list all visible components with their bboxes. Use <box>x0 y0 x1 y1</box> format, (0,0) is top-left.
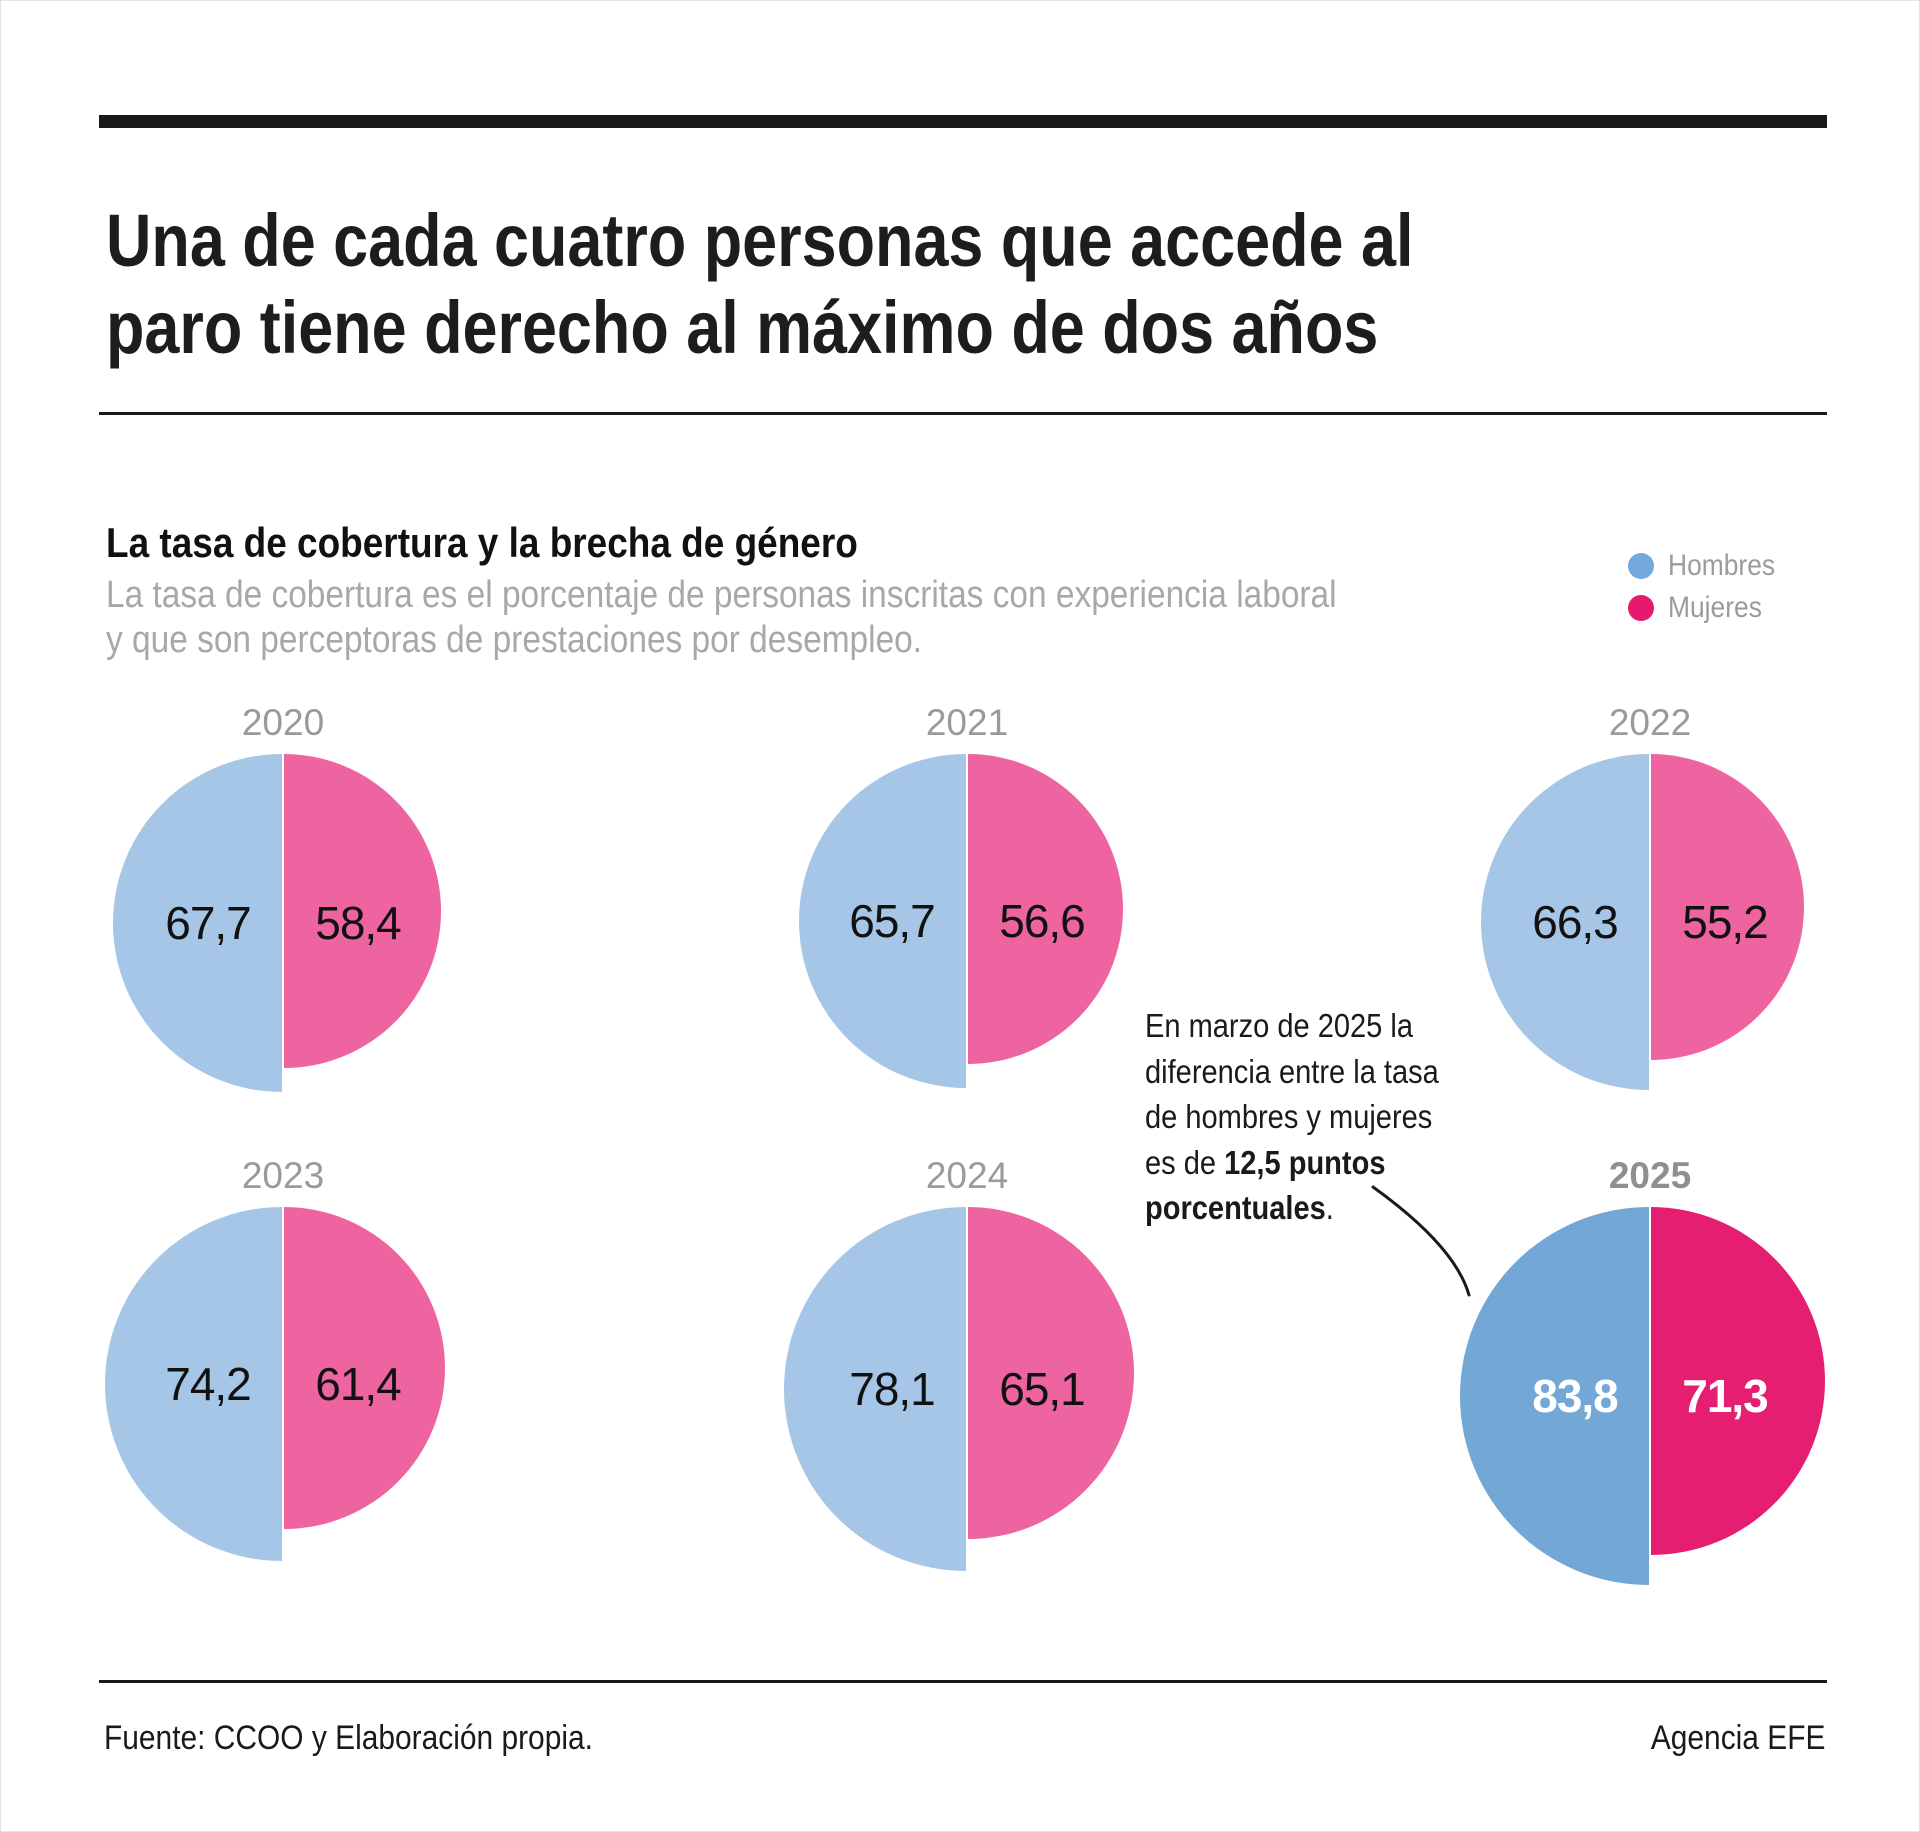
annotation-line-1: En marzo de 2025 la <box>1145 1007 1413 1044</box>
hombres-dot-icon <box>1628 553 1654 579</box>
annotation-line-2: diferencia entre la tasa <box>1145 1052 1439 1090</box>
source-credit: Fuente: CCOO y Elaboración propia. <box>104 1719 593 1757</box>
legend-label-mujeres: Mujeres <box>1668 591 1762 624</box>
chart-year-label-2021: 2021 <box>925 702 1009 743</box>
chart-year-label-2020: 2020 <box>241 702 325 743</box>
annotation-line-5: porcentuales. <box>1145 1189 1334 1226</box>
mujeres-dot-icon <box>1628 595 1654 621</box>
legend: Hombres Mujeres <box>1628 545 1790 629</box>
annotation-line-3: de hombres y mujeres <box>1145 1098 1433 1135</box>
annotation-line-4: es de 12,5 puntos <box>1145 1143 1386 1181</box>
chart-year-label-2023: 2023 <box>241 1155 325 1196</box>
chart-description: La tasa de cobertura es el porcentaje de… <box>106 573 1504 663</box>
legend-item-mujeres: Mujeres <box>1628 587 1790 629</box>
value-mujeres-2024: 65,1 <box>999 1363 1086 1415</box>
annotation-callout: En marzo de 2025 la diferencia entre la t… <box>1145 1003 1439 1231</box>
agency-credit: Agencia EFE <box>1650 1719 1825 1757</box>
chart-year-label-2025: 2025 <box>1608 1155 1692 1196</box>
title-divider-rule <box>99 412 1827 415</box>
page-title-line-2: paro tiene derecho al máximo de dos años <box>106 286 1379 369</box>
value-hombres-2024: 78,1 <box>849 1363 936 1415</box>
value-hombres-2025: 83,8 <box>1532 1370 1619 1422</box>
footer-divider-rule <box>99 1680 1827 1683</box>
page-title-line-1: Una de cada cuatro personas que accede a… <box>106 199 1414 282</box>
value-mujeres-2020: 58,4 <box>315 897 402 949</box>
value-mujeres-2025: 71,3 <box>1682 1370 1769 1422</box>
value-hombres-2021: 65,7 <box>849 895 936 947</box>
page-title: Una de cada cuatro personas que accede a… <box>106 197 1644 371</box>
chart-year-label-2024: 2024 <box>925 1155 1009 1196</box>
legend-item-hombres: Hombres <box>1628 545 1790 587</box>
chart-description-line-1: La tasa de cobertura es el porcentaje de… <box>106 574 1337 616</box>
value-hombres-2023: 74,2 <box>165 1358 252 1410</box>
value-mujeres-2023: 61,4 <box>315 1358 402 1410</box>
legend-label-hombres: Hombres <box>1668 549 1776 582</box>
value-mujeres-2022: 55,2 <box>1682 896 1769 948</box>
value-hombres-2020: 67,7 <box>165 897 252 949</box>
chart-year-label-2022: 2022 <box>1608 702 1692 743</box>
top-accent-bar <box>99 115 1827 128</box>
chart-subtitle: La tasa de cobertura y la brecha de géne… <box>106 519 858 566</box>
value-mujeres-2021: 56,6 <box>999 895 1086 947</box>
chart-description-line-2: y que son perceptoras de prestaciones po… <box>106 619 923 661</box>
value-hombres-2022: 66,3 <box>1532 896 1619 948</box>
